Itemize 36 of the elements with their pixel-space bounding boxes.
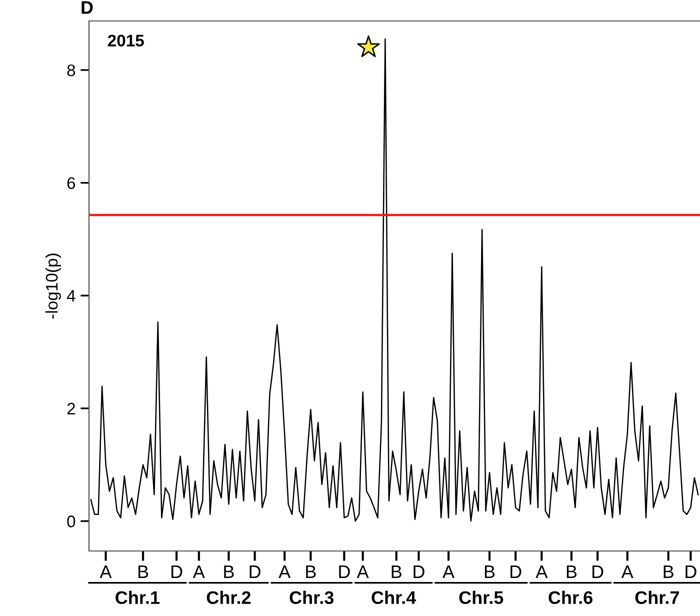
text: 2015: [108, 34, 144, 46]
x-tick-label: A: [278, 566, 291, 578]
y-tick-label: 0: [67, 516, 76, 528]
x-tick-label: D: [339, 566, 350, 578]
x-tick-label: B: [392, 566, 402, 578]
x-tick-label: A: [536, 566, 548, 578]
text: Chr.6: [548, 590, 592, 604]
x-tick-label: A: [100, 566, 112, 578]
y-tick-label: 2: [67, 402, 75, 414]
x-tick-label: B: [138, 566, 148, 578]
y-tick-label: 8: [67, 64, 76, 76]
text: Chr.2: [206, 590, 251, 604]
x-tick-label: D: [686, 566, 696, 578]
text: Chr.1: [116, 590, 160, 604]
text: Chr.7: [635, 590, 679, 604]
x-tick-label: B: [664, 566, 674, 578]
x-tick-label: B: [224, 566, 234, 578]
text: Chr.3: [290, 590, 334, 604]
text: Chr.4: [372, 590, 416, 604]
x-tick-label: B: [306, 566, 316, 578]
x-tick-label: A: [621, 566, 634, 578]
x-tick-label: A: [356, 566, 369, 578]
x-tick-label: D: [414, 566, 424, 578]
y-tick-label: 6: [67, 177, 76, 190]
x-tick-label: D: [592, 566, 604, 578]
x-tick-label: A: [442, 566, 455, 578]
x-tick-label: D: [510, 566, 522, 578]
x-tick-label: D: [250, 566, 260, 578]
y-tick-label: 4: [66, 290, 76, 302]
x-tick-label: A: [192, 566, 205, 578]
y-axis-title: -log10(p): [45, 254, 61, 319]
x-tick-label: D: [172, 566, 182, 578]
text: Chr.5: [459, 590, 504, 604]
text: D: [82, 1, 93, 14]
x-tick-label: B: [484, 566, 495, 578]
x-tick-label: B: [566, 566, 577, 578]
